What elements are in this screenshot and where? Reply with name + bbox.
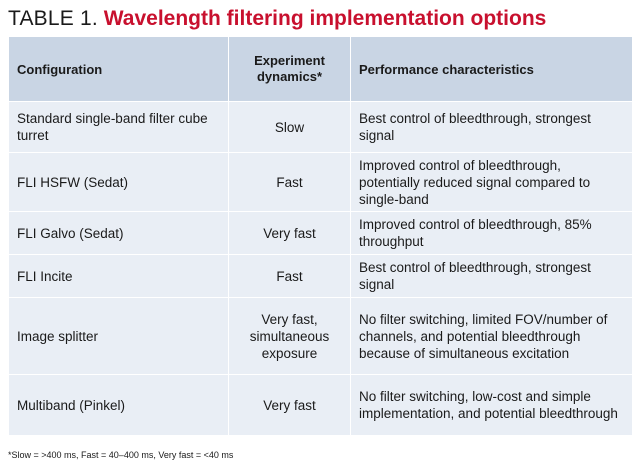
cell-performance: Improved control of bleedthrough, 85% th…: [350, 211, 633, 255]
table-row: FLI Galvo (Sedat) Very fast Improved con…: [8, 211, 633, 255]
table-row: FLI HSFW (Sedat) Fast Improved control o…: [8, 152, 633, 212]
cell-dynamics: Very fast: [228, 211, 351, 255]
table-caption: Wavelength filtering implementation opti…: [103, 7, 547, 30]
cell-dynamics: Fast: [228, 152, 351, 212]
column-header-performance: Performance characteristics: [350, 36, 633, 102]
cell-configuration: FLI Galvo (Sedat): [8, 211, 229, 255]
table-row: Standard single-band filter cube turret …: [8, 101, 633, 153]
options-table-container: Configuration Experiment dynamics* Perfo…: [8, 36, 633, 436]
cell-configuration: Standard single-band filter cube turret: [8, 101, 229, 153]
cell-configuration: FLI HSFW (Sedat): [8, 152, 229, 212]
cell-dynamics: Slow: [228, 101, 351, 153]
table-header-row: Configuration Experiment dynamics* Perfo…: [8, 36, 633, 102]
cell-dynamics: Very fast: [228, 374, 351, 436]
table-title: TABLE 1. Wavelength filtering implementa…: [8, 6, 546, 32]
table-row: Multiband (Pinkel) Very fast No filter s…: [8, 374, 633, 436]
cell-performance: Best control of bleedthrough, strongest …: [350, 101, 633, 153]
cell-performance: Improved control of bleedthrough, potent…: [350, 152, 633, 212]
column-header-configuration: Configuration: [8, 36, 229, 102]
cell-performance: No filter switching, low-cost and simple…: [350, 374, 633, 436]
cell-dynamics: Fast: [228, 254, 351, 298]
cell-performance: Best control of bleedthrough, strongest …: [350, 254, 633, 298]
options-table: Configuration Experiment dynamics* Perfo…: [8, 36, 633, 436]
cell-configuration: Multiband (Pinkel): [8, 374, 229, 436]
cell-configuration: FLI Incite: [8, 254, 229, 298]
table-row: FLI Incite Fast Best control of bleedthr…: [8, 254, 633, 298]
table-row: Image splitter Very fast, simultaneous e…: [8, 297, 633, 375]
cell-dynamics: Very fast, simultaneous exposure: [228, 297, 351, 375]
table-number-label: TABLE 1.: [8, 7, 98, 30]
cell-configuration: Image splitter: [8, 297, 229, 375]
table-footnote: *Slow = >400 ms, Fast = 40–400 ms, Very …: [8, 450, 234, 460]
column-header-dynamics: Experiment dynamics*: [228, 36, 351, 102]
cell-performance: No filter switching, limited FOV/number …: [350, 297, 633, 375]
